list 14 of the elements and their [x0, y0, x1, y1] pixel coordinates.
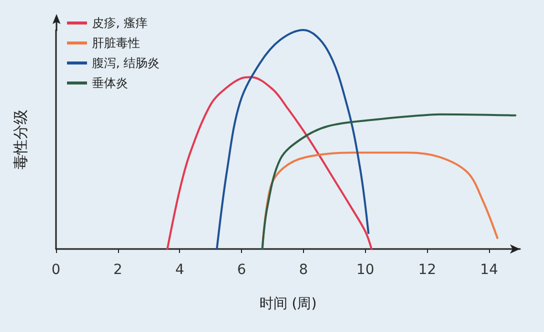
legend-label: 腹泻, 结肠炎: [92, 56, 160, 70]
x-tick-label: 8: [299, 262, 308, 278]
x-tick-label: 10: [356, 262, 374, 278]
x-axis-title: 时间 (周): [259, 296, 317, 312]
x-tick-label: 0: [52, 262, 60, 278]
x-tick-label: 4: [175, 262, 184, 278]
legend-label: 肝脏毒性: [92, 36, 140, 50]
x-tick-label: 2: [113, 262, 122, 278]
x-tick-label: 14: [480, 262, 498, 278]
x-tick-label: 6: [237, 262, 246, 278]
legend-label: 垂体炎: [92, 76, 128, 90]
x-tick-label: 12: [418, 262, 436, 278]
legend-label: 皮疹, 瘙痒: [92, 16, 148, 30]
y-axis-title: 毒性分级: [12, 110, 30, 170]
